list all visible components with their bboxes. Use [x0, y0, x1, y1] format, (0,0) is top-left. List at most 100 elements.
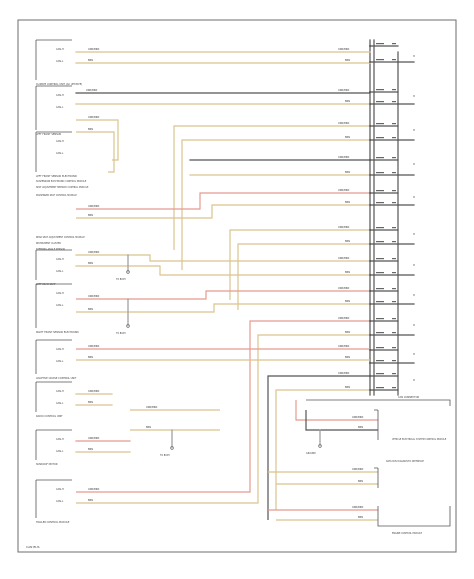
module-outline — [35, 429, 72, 460]
wire-tag: BRN — [345, 136, 350, 139]
wire-tag: BRN — [88, 499, 93, 502]
wire-tag: BRN — [88, 401, 93, 404]
bus-node-18 — [369, 349, 371, 351]
right-dot-10 — [413, 379, 415, 381]
wire-tag: ORN/BRN — [338, 189, 349, 192]
bus-node-8 — [369, 192, 371, 194]
module-title: RIGHT FRONT SENSOR ELECTRONIC — [36, 331, 79, 334]
wire-tag: ORN/BRN — [352, 506, 363, 509]
module-pin-label: CAN-H — [56, 348, 64, 351]
bus-pin-21 — [392, 387, 396, 389]
wire-tag: BRN — [345, 100, 350, 103]
bus-tag-9 — [376, 202, 384, 204]
wire-ves-h — [295, 400, 378, 421]
wire-tag: BRN — [345, 59, 350, 62]
bus-pin-3 — [392, 101, 396, 103]
module-outline — [35, 39, 72, 80]
wire-tag: BRN — [88, 128, 93, 131]
bus-tag-0 — [376, 43, 384, 45]
right-dot-8 — [413, 324, 415, 326]
bus-tag-15 — [376, 301, 384, 303]
riser-8 — [275, 389, 370, 510]
module-layer: CLIMATE CONTROL UNIT (AC UPSTATE) CAN-H CA… — [35, 39, 451, 535]
footer-label: CAN BUS — [26, 545, 40, 549]
bus-node-5 — [369, 139, 371, 141]
wire-tag: BRN — [358, 516, 363, 519]
bus-pin-18 — [392, 347, 396, 349]
bus-node-17 — [369, 334, 371, 336]
wire-tag: ORN/BRN — [352, 468, 363, 471]
module-pin-label: CAN-L — [56, 152, 64, 155]
wire-tag: BRN — [146, 426, 151, 429]
wire-tag: ORN/BRN — [338, 89, 349, 92]
module-outline — [374, 467, 379, 488]
wire-tag: BRN — [345, 386, 350, 389]
ground-label: GROUND — [306, 452, 316, 455]
bus-node-15 — [369, 303, 371, 305]
wire-tag: ORN/BRN — [88, 251, 99, 254]
left-module-2: LEFT FRONT SENSOR CAN-H CAN-L — [35, 85, 72, 136]
left-module-4: LEFT REAR SEAT CAN-H CAN-L — [35, 249, 72, 286]
module-outline — [35, 283, 72, 328]
wire-tag: ORN/BRN — [88, 48, 99, 51]
right-module-vehicle-electrical: VEHICLE ELECTRICAL SYSTEM CONTROL MODULE — [374, 409, 447, 441]
right-dot-7 — [413, 294, 415, 296]
bus-node-19 — [369, 362, 371, 364]
bus-pin-15 — [392, 301, 396, 303]
bus-pin-17 — [392, 332, 396, 334]
module-pin-label: CAN-L — [56, 270, 64, 273]
module-title: LEFT FRONT SENSOR — [36, 133, 62, 136]
wire-loop-2 — [76, 131, 115, 173]
wire-tag: ORN/BRN — [88, 390, 99, 393]
left-module-3: LEFT FRONT SENSOR ELECTRONIC CAN-H CAN-L — [35, 131, 77, 178]
bus-pin-2 — [392, 89, 396, 91]
splice-label-2: TO BODY — [116, 332, 127, 335]
bus-node-2 — [369, 91, 371, 93]
text-layer: ORN/BRN BRN ORN/BRN BRN ORN/BRN ORN/BRN BRN ORN… — [36, 43, 420, 519]
module-outline — [35, 85, 72, 130]
bus-node-6 — [369, 159, 371, 161]
left-module-9: TRAILER CONTROL MODULE CAN-H CAN-L — [35, 479, 72, 524]
wire-tag: ORN/BRN — [88, 345, 99, 348]
riser-5 — [249, 320, 370, 440]
right-dot-2 — [413, 129, 415, 131]
module-pin-label: CAN-H — [56, 140, 64, 143]
wire-tag: ORN/BRN — [146, 406, 157, 409]
wire-tag: BRN — [345, 201, 350, 204]
bus-tag-21 — [376, 387, 384, 389]
module-title: LEFT FRONT SENSOR ELECTRONIC — [36, 175, 77, 178]
right-dot-6 — [413, 264, 415, 266]
bus-tag-8 — [376, 190, 384, 192]
left-module-6: ADAPTIVE CRUISE CONTROL UNIT CAN-H CAN-L — [35, 339, 77, 380]
bus-pin-5 — [392, 137, 396, 139]
bus-pin-7 — [392, 172, 396, 174]
bus-tag-5 — [376, 137, 384, 139]
wire-261 — [149, 255, 370, 262]
bus-pin-14 — [392, 288, 396, 290]
wire-tag: BRN — [345, 300, 350, 303]
module-pin-label: CAN-L — [56, 402, 64, 405]
bus-tag-1 — [376, 59, 384, 61]
right-module-engine: ENGINE CONTROL MODULE — [377, 506, 451, 535]
wire-tan-1 — [76, 204, 370, 219]
splice-label-3: TO BODY — [160, 454, 171, 457]
wire-tag: ORN/BRN — [88, 116, 99, 119]
module-title: ADAPTIVE CRUISE CONTROL UNIT — [36, 377, 77, 380]
wire-tag: ORN/BRN — [338, 317, 349, 320]
bus-pin-16 — [392, 318, 396, 320]
wire-tag: BRN — [358, 480, 363, 483]
module-outline — [35, 339, 72, 374]
module-title: CLIMATE CONTROL UNIT (AC UPSTATE) — [36, 83, 82, 86]
module-pin-label: CAN-H — [56, 390, 64, 393]
wire-tag: ORN/BRN — [338, 156, 349, 159]
wire-tag: ORN/BRN — [88, 488, 99, 491]
bus-tag-4 — [376, 123, 384, 125]
right-dot-3 — [413, 163, 415, 165]
diagram-frame — [17, 19, 457, 553]
wire-275 — [150, 265, 370, 276]
bus-tag-20 — [376, 373, 384, 375]
wire-red-1 — [76, 192, 370, 210]
bus-pin-11 — [392, 241, 396, 243]
bus-tag-16 — [376, 318, 384, 320]
riser-7 — [267, 375, 370, 520]
